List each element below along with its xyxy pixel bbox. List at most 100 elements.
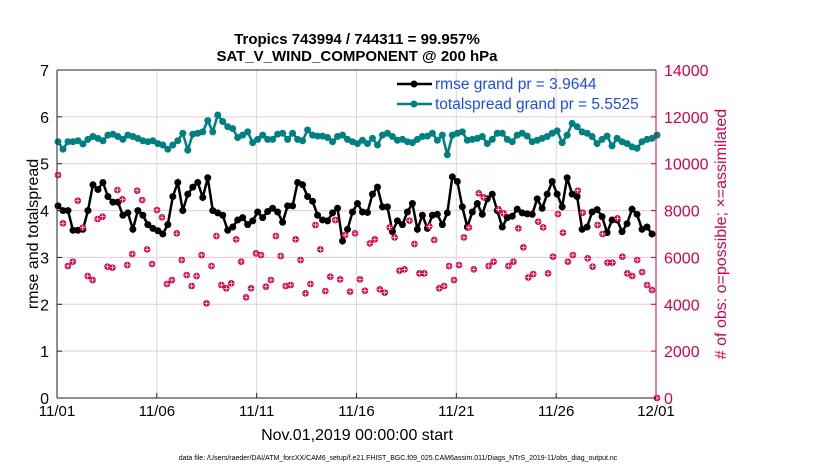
rmse-point <box>553 190 561 198</box>
y-right-tick-label: 4000 <box>664 297 700 314</box>
spread-point <box>64 138 72 146</box>
rmse-point <box>174 178 182 186</box>
rmse-point <box>398 221 406 229</box>
obs-point-cross <box>258 252 264 258</box>
obs-point-cross <box>283 283 289 289</box>
obs-point-cross <box>298 257 304 263</box>
rmse-point <box>99 178 107 186</box>
rmse-point <box>189 183 197 191</box>
spread-point <box>588 133 596 141</box>
obs-point-cross <box>60 220 66 226</box>
obs-point-cross <box>218 282 224 288</box>
x-axis-label: Nov.01,2019 00:00:00 start <box>261 427 453 444</box>
obs-point-cross <box>263 284 269 290</box>
rmse-point <box>623 220 631 228</box>
obs-point-cross <box>114 187 120 193</box>
spread-point <box>304 126 312 134</box>
spread-point <box>433 136 441 144</box>
obs-point-cross <box>377 286 383 292</box>
rmse-point <box>363 208 371 216</box>
legend-marker <box>410 80 418 88</box>
obs-point-cross <box>129 251 135 257</box>
rmse-point <box>453 178 461 186</box>
y-tick-label: 3 <box>40 250 49 267</box>
obs-point-cross <box>580 210 586 216</box>
x-tick-label: 11/16 <box>338 403 374 420</box>
rmse-point <box>583 223 591 231</box>
rmse-point <box>418 211 426 219</box>
obs-point-cross <box>397 268 403 274</box>
y-axis-right-label: # of obs: o=possible; ×=assimilated <box>713 109 730 359</box>
rmse-point <box>164 221 172 229</box>
spread-point <box>388 133 396 141</box>
obs-point-cross <box>476 190 482 196</box>
obs-point-cross <box>95 216 101 222</box>
spread-point <box>329 138 337 146</box>
spread-point <box>99 137 107 145</box>
obs-point-cross <box>600 231 606 237</box>
rmse-point <box>274 208 282 216</box>
rmse-point <box>468 208 476 216</box>
obs-point-cross <box>595 222 601 228</box>
obs-point-cross <box>520 244 526 250</box>
axes: 11/01 11/06 11/11 11/16 11/21 11/26 12/0101234… <box>39 63 709 420</box>
spread-point <box>608 142 616 150</box>
spread-point <box>558 139 566 147</box>
rmse-point <box>299 181 307 189</box>
obs-point-cross <box>332 217 338 223</box>
rmse-point <box>304 193 312 201</box>
y-tick-label: 0 <box>40 391 49 408</box>
obs-point-cross <box>327 274 333 280</box>
rmse-point <box>229 223 237 231</box>
obs-point-cross <box>100 214 106 220</box>
spread-point <box>249 139 257 147</box>
spread-point <box>498 129 506 137</box>
rmse-point <box>383 203 391 211</box>
rmse-point <box>109 198 117 206</box>
obs-point-cross <box>169 277 175 283</box>
rmse-point <box>144 221 152 229</box>
obs-point-cross <box>278 253 284 259</box>
spread-point <box>563 131 571 139</box>
obs-point-cross <box>204 300 210 306</box>
spread-point <box>59 145 67 153</box>
rmse-point <box>104 193 112 201</box>
spread-point <box>184 146 192 154</box>
obs-point-cross <box>154 207 160 213</box>
footnote: data file: /Users/raeder/DAI/ATM_forcXX/… <box>179 455 618 462</box>
spread-point <box>199 128 207 136</box>
spread-point <box>488 135 496 143</box>
rmse-point <box>538 204 546 212</box>
spread-point <box>438 131 446 139</box>
obs-point-cross <box>159 214 165 220</box>
obs-point-cross <box>134 188 140 194</box>
rmse-point <box>184 190 192 198</box>
legend-marker <box>410 100 418 108</box>
rmse-point <box>64 207 72 215</box>
obs-point-cross <box>515 225 521 231</box>
spread-point <box>368 134 376 142</box>
obs-point-cross <box>90 277 96 283</box>
obs-point-cross <box>228 280 234 286</box>
obs-point-cross <box>194 273 200 279</box>
obs-point-cross <box>441 283 447 289</box>
spread-point <box>648 134 656 142</box>
spread-point <box>598 135 606 143</box>
obs-point-cross <box>70 259 76 265</box>
y-right-tick-label: 10000 <box>664 157 709 174</box>
spread-point <box>259 131 267 139</box>
rmse-point <box>354 200 361 208</box>
rmse-point <box>289 202 297 210</box>
obs-point-cross <box>367 240 373 246</box>
obs-point-cross <box>525 274 531 280</box>
obs-point-cross <box>585 255 591 261</box>
rmse-point <box>488 190 496 198</box>
obs-point-cross <box>436 285 442 291</box>
rmse-point <box>89 181 97 189</box>
rmse-point <box>443 209 451 217</box>
spread-point <box>289 129 297 137</box>
obs-point-cross <box>55 172 61 178</box>
obs-point-cross <box>322 288 328 294</box>
obs-point-cross <box>545 270 551 276</box>
obs-point-cross <box>501 210 507 216</box>
